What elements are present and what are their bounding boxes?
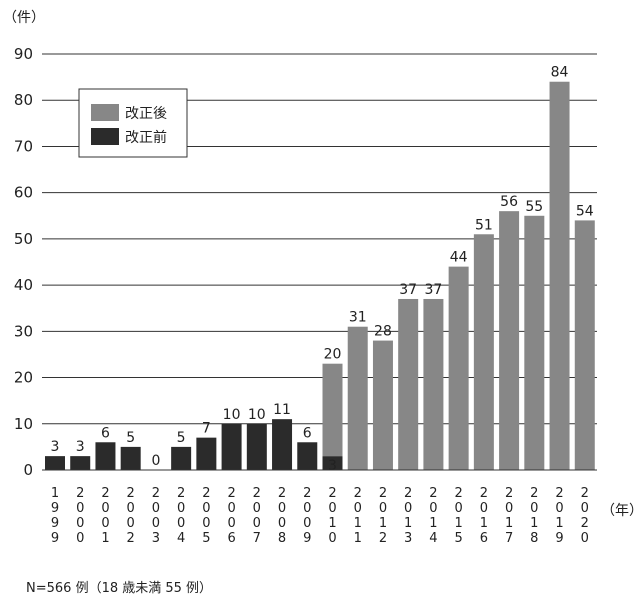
y-axis-unit: （件） <box>3 10 45 26</box>
bar-before-2004 <box>171 446 192 470</box>
bar-before-2009 <box>297 442 318 470</box>
data-label: 51 <box>475 217 493 233</box>
sample-note: N=566 例（18 歳未満 55 例） <box>26 581 213 596</box>
legend-swatch-after <box>91 104 119 121</box>
bar-before-2007 <box>246 423 267 470</box>
x-axis-unit: （年） <box>601 503 640 519</box>
y-tick-label: 60 <box>14 184 33 202</box>
bar-before-2000 <box>70 456 91 470</box>
bar-after-2019 <box>549 81 570 470</box>
data-label: 84 <box>551 65 569 81</box>
y-tick-label: 80 <box>14 91 33 109</box>
data-label: 3 <box>328 458 337 474</box>
bar-after-2017 <box>499 211 520 470</box>
bar-before-2010 <box>322 456 343 470</box>
bar-after-2012 <box>372 340 393 470</box>
legend-swatch-before <box>91 128 119 145</box>
legend-label-before: 改正前 <box>125 129 167 146</box>
data-label: 7 <box>202 421 211 437</box>
bar-after-2013 <box>398 298 419 470</box>
y-tick-label: 90 <box>14 45 33 63</box>
y-axis-ticks: 0 10 20 30 40 50 60 70 80 90 <box>14 45 33 479</box>
bar-after-2020 <box>574 220 595 470</box>
y-tick-label: 20 <box>14 369 33 387</box>
bar-after-2015 <box>448 266 469 470</box>
y-tick-label: 10 <box>14 415 33 433</box>
data-label: 37 <box>399 282 417 298</box>
bars <box>45 81 595 470</box>
data-label: 10 <box>248 407 266 423</box>
data-label: 31 <box>349 310 367 326</box>
bar-after-2016 <box>473 234 494 470</box>
bar-before-2006 <box>221 423 242 470</box>
bar-after-2014 <box>423 298 444 470</box>
data-label: 3 <box>76 439 85 455</box>
data-label: 5 <box>177 430 186 446</box>
bar-before-1999 <box>45 456 65 470</box>
y-tick-label: 50 <box>14 230 33 248</box>
bar-before-2002 <box>120 446 141 470</box>
x-axis-ticks: 1 9 9 9 2 0 0 0 2 0 0 1 2 0 0 2 2 0 0 3 2 0 0 4 2 0 0 5 2 0 0 6 2 0 0 7 2 0 0 8… <box>51 486 589 546</box>
legend: 改正後 改正前 <box>78 88 188 158</box>
data-label: 0 <box>151 453 160 469</box>
data-label: 6 <box>101 425 110 441</box>
bar-after-2018 <box>524 215 545 470</box>
data-label: 10 <box>223 407 241 423</box>
y-tick-label: 30 <box>14 322 33 340</box>
y-tick-label: 40 <box>14 276 33 294</box>
data-label: 56 <box>500 194 518 210</box>
data-label: 11 <box>273 402 291 418</box>
data-label: 54 <box>576 203 594 219</box>
data-label: 37 <box>424 282 442 298</box>
bar-after-2011 <box>347 326 368 470</box>
data-label: 44 <box>450 250 468 266</box>
data-label: 5 <box>126 430 135 446</box>
data-label: 6 <box>303 425 312 441</box>
data-label: 28 <box>374 324 392 340</box>
y-tick-label: 0 <box>23 461 33 479</box>
data-label: 20 <box>324 347 342 363</box>
bar-after-2010 <box>322 363 343 457</box>
y-tick-label: 70 <box>14 137 33 155</box>
bar-before-2008 <box>272 419 293 470</box>
bar-before-2005 <box>196 437 217 470</box>
legend-label-after: 改正後 <box>125 106 167 122</box>
data-label: 3 <box>51 439 60 455</box>
bar-before-2001 <box>95 442 116 470</box>
legend-box <box>78 88 188 158</box>
data-label: 55 <box>525 199 543 215</box>
